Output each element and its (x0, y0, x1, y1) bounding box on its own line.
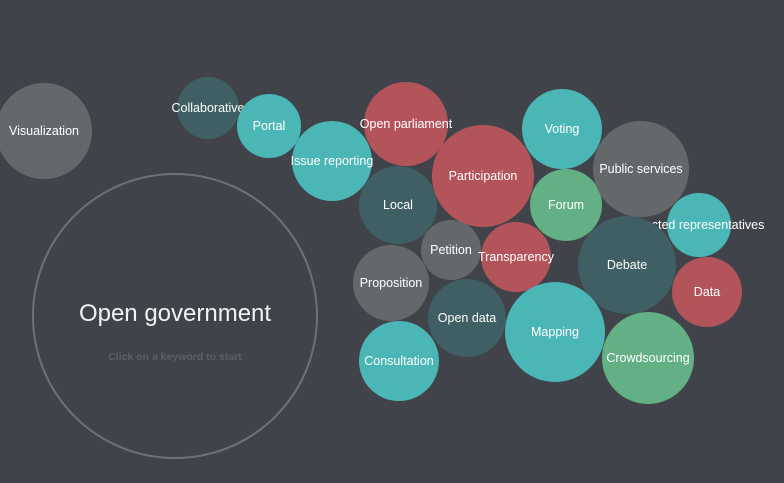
keyword-label: Proposition (359, 276, 423, 290)
topic-circle (32, 173, 318, 459)
keyword-label: Crowdsourcing (606, 351, 690, 365)
keyword-label: Participation (448, 169, 518, 183)
keyword-label: Public services (599, 162, 683, 176)
keyword-bubble-data[interactable]: Data (672, 257, 742, 327)
keyword-bubble-issue-reporting[interactable]: Issue reporting (290, 121, 374, 201)
keyword-label: Petition (430, 243, 472, 257)
keyword-bubble-collaborative[interactable]: Collaborative (172, 77, 244, 139)
keyword-bubble-open-data[interactable]: Open data (428, 279, 506, 357)
start-hint: Click on a keyword to start (108, 351, 242, 363)
keyword-bubble-transparency[interactable]: Transparency (478, 222, 554, 292)
keyword-label: Local (383, 198, 413, 212)
keyword-label: Forum (547, 198, 585, 212)
keyword-bubble-portal[interactable]: Portal (237, 94, 301, 158)
keyword-bubble-crowdsourcing[interactable]: Crowdsourcing (602, 312, 694, 404)
keyword-label: Portal (252, 119, 286, 133)
keyword-label: Issue reporting (290, 154, 374, 168)
keyword-label: Debate (606, 258, 648, 272)
keyword-bubble-mapping[interactable]: Mapping (505, 282, 605, 382)
keyword-bubble-open-parliament[interactable]: Open parliament (360, 82, 452, 166)
keyword-label: Transparency (478, 250, 554, 264)
topic-title: Open government (78, 300, 272, 327)
keyword-bubble-elected-representatives[interactable]: Elected representatives (634, 193, 764, 257)
keyword-label: Open parliament (359, 117, 453, 131)
keyword-bubble-debate[interactable]: Debate (578, 216, 676, 314)
keyword-bubble-visualization[interactable]: Visualization (0, 83, 92, 179)
keyword-label: Visualization (9, 124, 79, 138)
keyword-bubble-proposition[interactable]: Proposition (353, 245, 429, 321)
keyword-label: Open data (437, 311, 497, 325)
keyword-bubble-petition[interactable]: Petition (421, 220, 481, 280)
keyword-label: Data (693, 285, 721, 299)
keyword-label: Collaborative (171, 101, 245, 115)
keyword-bubble-voting[interactable]: Voting (522, 89, 602, 169)
keyword-label: Voting (544, 122, 580, 136)
keyword-label: Consultation (364, 354, 434, 368)
keyword-bubble-participation[interactable]: Participation (432, 125, 534, 227)
keyword-label: Mapping (531, 325, 579, 339)
keyword-bubble-consultation[interactable]: Consultation (359, 321, 439, 401)
